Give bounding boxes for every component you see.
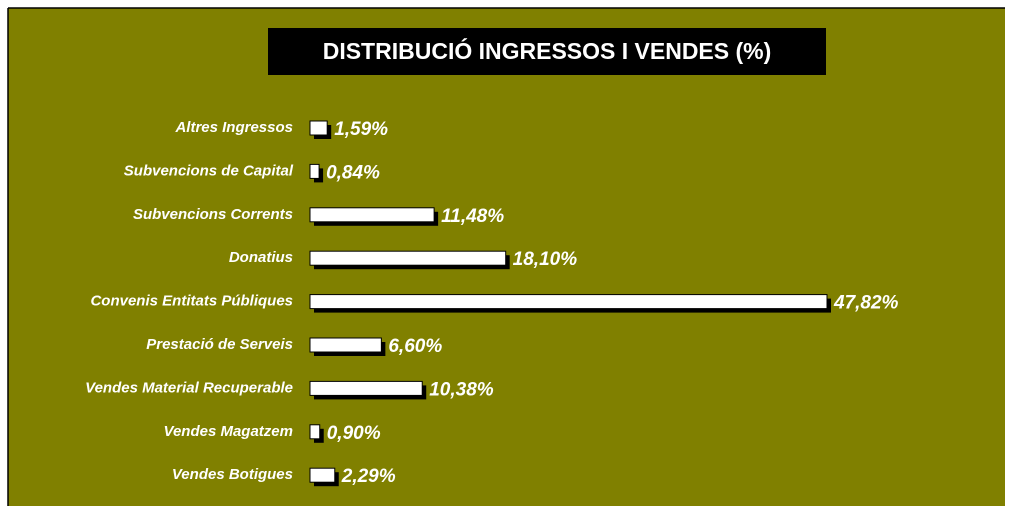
bar <box>309 380 423 396</box>
bar <box>309 337 382 353</box>
bar <box>309 424 321 440</box>
category-label: Vendes Magatzem <box>164 423 294 440</box>
bar <box>309 250 507 266</box>
category-label: Convenis Entitats Públiques <box>90 293 293 310</box>
value-label: 0,84% <box>326 162 380 183</box>
value-label: 0,90% <box>327 423 381 444</box>
value-label: 2,29% <box>341 466 396 487</box>
bar <box>309 294 828 310</box>
value-label: 11,48% <box>441 206 504 227</box>
bar <box>309 467 336 483</box>
value-label: 1,59% <box>334 119 388 140</box>
category-label: Prestació de Serveis <box>146 336 293 353</box>
category-label: Subvencions Corrents <box>133 206 293 223</box>
category-label: Altres Ingressos <box>174 119 293 136</box>
category-label: Vendes Botigues <box>172 466 293 483</box>
chart-title: DISTRIBUCIÓ INGRESSOS I VENDES (%) <box>323 37 772 64</box>
value-label: 6,60% <box>388 336 442 357</box>
category-label: Vendes Material Recuperable <box>85 379 293 396</box>
category-label: Donatius <box>229 249 293 266</box>
category-label: Subvencions de Capital <box>124 162 294 179</box>
value-label: 10,38% <box>429 379 494 400</box>
title-box <box>268 28 826 75</box>
bar <box>309 163 320 179</box>
value-label: 47,82% <box>833 293 899 314</box>
value-label: 18,10% <box>513 249 578 270</box>
bar <box>309 120 328 136</box>
bar <box>309 207 435 223</box>
